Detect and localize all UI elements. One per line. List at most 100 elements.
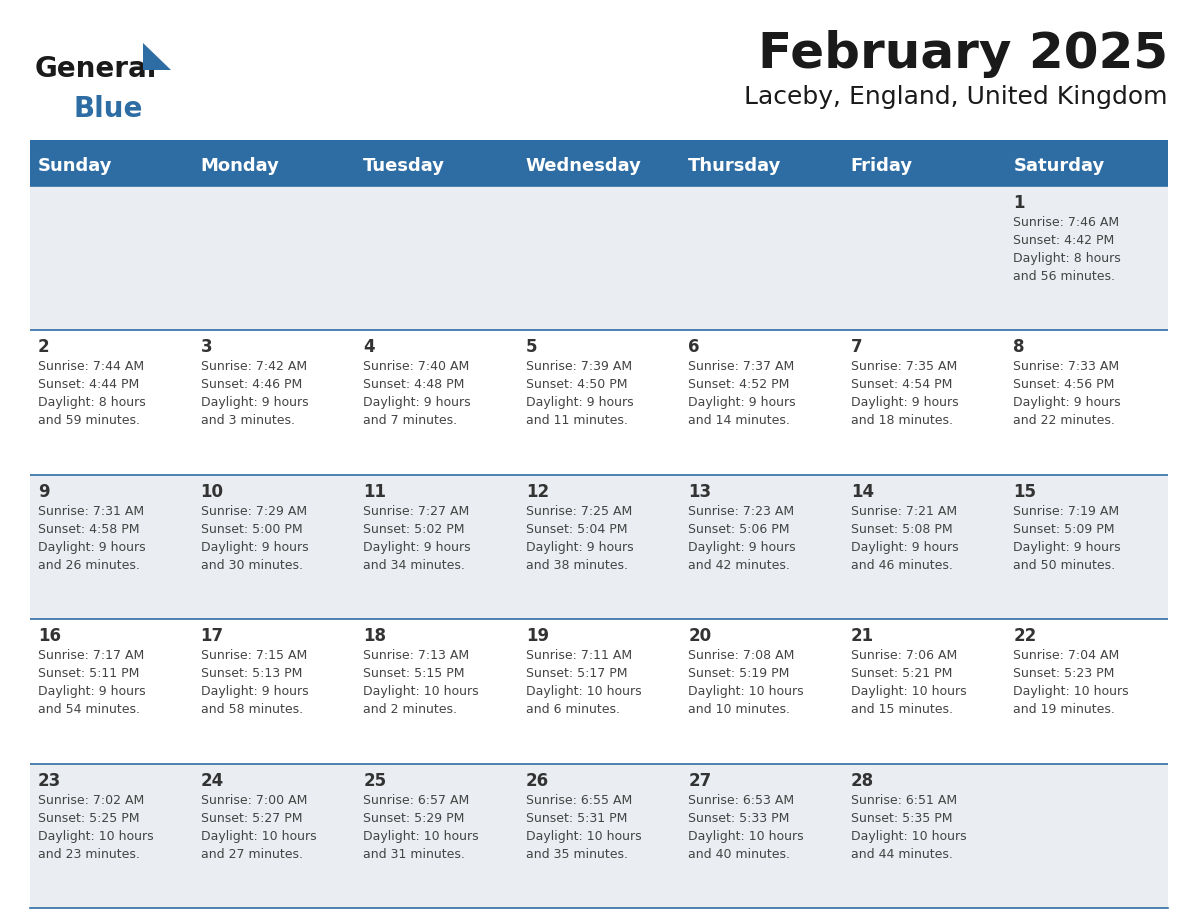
Text: 12: 12 [526,483,549,501]
Text: Sunrise: 7:00 AM: Sunrise: 7:00 AM [201,793,307,807]
Text: Sunset: 4:58 PM: Sunset: 4:58 PM [38,522,139,536]
Text: and 15 minutes.: and 15 minutes. [851,703,953,716]
Bar [842,475,1005,620]
Text: Daylight: 9 hours: Daylight: 9 hours [526,541,633,554]
Text: Daylight: 10 hours: Daylight: 10 hours [526,685,642,699]
Text: Sunset: 5:33 PM: Sunset: 5:33 PM [688,812,790,824]
Text: Sunrise: 7:08 AM: Sunrise: 7:08 AM [688,649,795,662]
Bar [192,764,355,908]
Text: Saturday: Saturday [1013,157,1105,175]
Text: Sunrise: 7:44 AM: Sunrise: 7:44 AM [38,361,144,374]
Text: Tuesday: Tuesday [364,157,446,175]
Text: Daylight: 9 hours: Daylight: 9 hours [851,397,959,409]
Text: and 2 minutes.: and 2 minutes. [364,703,457,716]
Bar [842,146,1005,186]
Bar [192,620,355,764]
Bar [1005,475,1168,620]
Text: and 19 minutes.: and 19 minutes. [1013,703,1116,716]
Text: and 18 minutes.: and 18 minutes. [851,414,953,428]
Text: and 54 minutes.: and 54 minutes. [38,703,140,716]
Text: Sunset: 5:35 PM: Sunset: 5:35 PM [851,812,953,824]
Text: Sunset: 5:17 PM: Sunset: 5:17 PM [526,667,627,680]
Bar [30,330,192,475]
Text: 7: 7 [851,339,862,356]
Bar [842,620,1005,764]
Text: Sunset: 4:46 PM: Sunset: 4:46 PM [201,378,302,391]
Text: and 22 minutes.: and 22 minutes. [1013,414,1116,428]
Bar [30,620,192,764]
Bar [518,330,681,475]
Text: Daylight: 9 hours: Daylight: 9 hours [201,397,308,409]
Text: 23: 23 [38,772,62,789]
Text: and 50 minutes.: and 50 minutes. [1013,559,1116,572]
Text: 1: 1 [1013,194,1025,212]
Text: and 35 minutes.: and 35 minutes. [526,847,627,860]
Bar [1005,620,1168,764]
Text: Sunset: 5:08 PM: Sunset: 5:08 PM [851,522,953,536]
Text: and 27 minutes.: and 27 minutes. [201,847,303,860]
Text: Daylight: 10 hours: Daylight: 10 hours [526,830,642,843]
Text: Blue: Blue [72,95,143,123]
Text: Sunrise: 7:46 AM: Sunrise: 7:46 AM [1013,216,1119,229]
Text: 19: 19 [526,627,549,645]
Text: Sunset: 5:06 PM: Sunset: 5:06 PM [688,522,790,536]
Text: and 58 minutes.: and 58 minutes. [201,703,303,716]
Text: and 31 minutes.: and 31 minutes. [364,847,465,860]
Text: Sunset: 5:04 PM: Sunset: 5:04 PM [526,522,627,536]
Text: 16: 16 [38,627,61,645]
Polygon shape [143,43,171,70]
Text: Daylight: 9 hours: Daylight: 9 hours [851,541,959,554]
Text: Sunrise: 7:31 AM: Sunrise: 7:31 AM [38,505,144,518]
Text: February 2025: February 2025 [758,30,1168,78]
Bar [30,186,192,330]
Text: Sunset: 5:19 PM: Sunset: 5:19 PM [688,667,790,680]
Text: Daylight: 9 hours: Daylight: 9 hours [364,541,470,554]
Text: Sunset: 5:31 PM: Sunset: 5:31 PM [526,812,627,824]
Bar [518,764,681,908]
Text: Sunrise: 7:33 AM: Sunrise: 7:33 AM [1013,361,1119,374]
Text: Daylight: 9 hours: Daylight: 9 hours [1013,397,1121,409]
Bar [192,146,355,186]
Bar [30,475,192,620]
Text: and 23 minutes.: and 23 minutes. [38,847,140,860]
Text: Sunset: 5:09 PM: Sunset: 5:09 PM [1013,522,1114,536]
Text: and 10 minutes.: and 10 minutes. [688,703,790,716]
Bar [1005,186,1168,330]
Text: Sunrise: 7:29 AM: Sunrise: 7:29 AM [201,505,307,518]
Text: Daylight: 10 hours: Daylight: 10 hours [851,685,967,699]
Text: Sunrise: 7:23 AM: Sunrise: 7:23 AM [688,505,795,518]
Text: 11: 11 [364,483,386,501]
Text: Sunrise: 7:40 AM: Sunrise: 7:40 AM [364,361,469,374]
Text: Sunrise: 7:06 AM: Sunrise: 7:06 AM [851,649,958,662]
Text: Sunset: 4:48 PM: Sunset: 4:48 PM [364,378,465,391]
Bar [30,764,192,908]
Text: 13: 13 [688,483,712,501]
Text: and 56 minutes.: and 56 minutes. [1013,270,1116,283]
Text: 27: 27 [688,772,712,789]
Bar [842,186,1005,330]
Text: and 26 minutes.: and 26 minutes. [38,559,140,572]
Text: Sunrise: 7:19 AM: Sunrise: 7:19 AM [1013,505,1119,518]
Text: Daylight: 9 hours: Daylight: 9 hours [526,397,633,409]
Bar [1005,146,1168,186]
Text: Sunrise: 6:53 AM: Sunrise: 6:53 AM [688,793,795,807]
Text: Sunset: 4:42 PM: Sunset: 4:42 PM [1013,234,1114,247]
Text: Daylight: 10 hours: Daylight: 10 hours [688,685,804,699]
Text: Daylight: 9 hours: Daylight: 9 hours [38,685,146,699]
Text: Sunrise: 6:51 AM: Sunrise: 6:51 AM [851,793,958,807]
Text: and 38 minutes.: and 38 minutes. [526,559,627,572]
Text: 8: 8 [1013,339,1025,356]
Text: 9: 9 [38,483,50,501]
Text: and 46 minutes.: and 46 minutes. [851,559,953,572]
Text: Daylight: 8 hours: Daylight: 8 hours [1013,252,1121,265]
Text: and 40 minutes.: and 40 minutes. [688,847,790,860]
Text: Monday: Monday [201,157,279,175]
Bar [681,620,842,764]
Text: Sunrise: 7:27 AM: Sunrise: 7:27 AM [364,505,469,518]
Text: Daylight: 9 hours: Daylight: 9 hours [201,541,308,554]
Text: Daylight: 9 hours: Daylight: 9 hours [38,541,146,554]
Text: Sunrise: 7:11 AM: Sunrise: 7:11 AM [526,649,632,662]
Text: and 44 minutes.: and 44 minutes. [851,847,953,860]
Text: Sunrise: 7:17 AM: Sunrise: 7:17 AM [38,649,144,662]
Text: and 6 minutes.: and 6 minutes. [526,703,620,716]
